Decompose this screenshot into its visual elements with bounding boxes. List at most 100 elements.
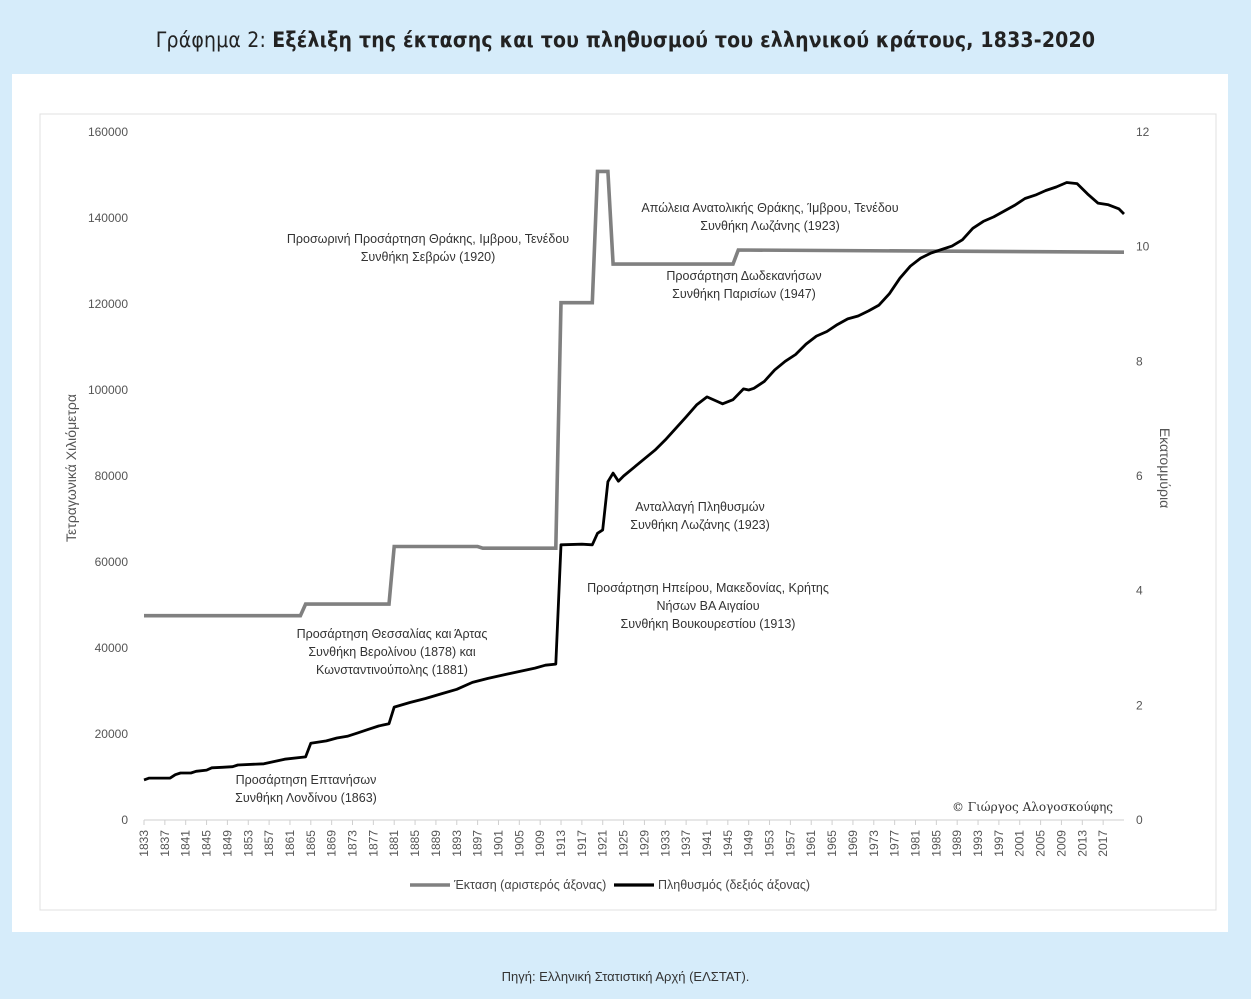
x-tick-label: 1953 — [763, 830, 777, 857]
annotation-line: Συνθήκη Λονδίνου (1863) — [235, 791, 377, 805]
x-tick-label: 1861 — [283, 830, 297, 857]
x-tick-label: 1969 — [846, 830, 860, 857]
annotation-line: Συνθήκη Λωζάνης (1923) — [630, 518, 770, 532]
chart-panel: 0 20000 40000 60000 80000 100000 120000 140000 1… — [12, 74, 1228, 932]
chart-title-prefix: Γράφημα 2: — [155, 28, 273, 52]
x-tick-label: 1997 — [992, 830, 1006, 857]
annotation-line: Απώλεια Ανατολικής Θράκης, Ίμβρου, Τενέδ… — [641, 201, 898, 215]
x-tick-label: 1925 — [617, 830, 631, 857]
annotation: Προσάρτηση Θεσσαλίας και Άρτας Συνθήκη Βε… — [297, 627, 488, 677]
y-right-tick-label: 2 — [1136, 698, 1143, 712]
x-tick-label: 1901 — [491, 830, 505, 857]
x-tick-label: 1865 — [304, 830, 318, 857]
x-tick-label: 1853 — [241, 830, 255, 857]
legend: Έκταση (αριστερός άξονας) Πληθυσμός (δεξ… — [410, 878, 810, 892]
x-tick-label: 1889 — [429, 830, 443, 857]
legend-label-area: Έκταση (αριστερός άξονας) — [453, 878, 606, 892]
x-tick-label: 1893 — [450, 830, 464, 857]
annotation: Απώλεια Ανατολικής Θράκης, Ίμβρου, Τενέδ… — [641, 201, 898, 233]
annotation-line: Κωνσταντινούπολης (1881) — [316, 663, 468, 677]
x-tick-label: 1845 — [200, 830, 214, 857]
copyright-note: © Γιώργος Αλογοσκούφης — [952, 800, 1113, 814]
y-right-tick-label: 0 — [1136, 813, 1143, 827]
chart-title: Γράφημα 2: Εξέλιξη της έκτασης και του π… — [0, 28, 1251, 52]
x-tick-label: 1989 — [950, 830, 964, 857]
plot-frame — [39, 113, 1217, 911]
x-tick-label: 1881 — [387, 830, 401, 857]
annotation-line: Συνθήκη Βερολίνου (1878) και — [308, 645, 476, 659]
y-right-tick-label: 6 — [1136, 469, 1143, 483]
y-left-tick-label: 0 — [121, 813, 128, 827]
y-right-tick-label: 8 — [1136, 354, 1143, 368]
x-tick-label: 1929 — [637, 830, 651, 857]
x-tick-label: 1909 — [533, 830, 547, 857]
y-left-tick-label: 120000 — [88, 297, 128, 311]
annotation-line: Συνθήκη Λωζάνης (1923) — [700, 219, 840, 233]
x-tick-label: 1849 — [220, 830, 234, 857]
y-right-tick-label: 4 — [1136, 584, 1143, 598]
annotation: Προσάρτηση Ηπείρου, Μακεδονίας, Κρήτης Νή… — [587, 581, 829, 631]
annotation: Ανταλλαγή Πληθυσμών Συνθήκη Λωζάνης (1923… — [630, 500, 770, 532]
x-tick-label: 1933 — [658, 830, 672, 857]
annotation-line: Συνθήκη Παρισίων (1947) — [672, 287, 816, 301]
x-tick-label: 2009 — [1054, 830, 1068, 857]
x-tick-label: 1977 — [888, 830, 902, 857]
y-left-tick-label: 40000 — [95, 641, 129, 655]
y-left-tick-label: 80000 — [95, 469, 129, 483]
x-tick-label: 1905 — [512, 830, 526, 857]
y-left-tick-label: 60000 — [95, 555, 129, 569]
x-tick-label: 1837 — [158, 830, 172, 857]
annotation-line: Προσάρτηση Επτανήσων — [236, 773, 377, 787]
x-tick-label: 1897 — [471, 830, 485, 857]
annotation-line: Προσωρινή Προσάρτηση Θράκης, Ιμβρου, Τεν… — [287, 232, 569, 246]
legend-label-population: Πληθυσμός (δεξιός άξονας) — [658, 878, 810, 892]
x-tick-label: 1873 — [346, 830, 360, 857]
x-tick-label: 1885 — [408, 830, 422, 857]
x-tick-label: 1981 — [908, 830, 922, 857]
x-tick-label: 1917 — [575, 830, 589, 857]
annotation-line: Συνθήκη Σεβρών (1920) — [361, 250, 496, 264]
x-tick-label: 1869 — [325, 830, 339, 857]
x-tick-label: 1841 — [179, 830, 193, 857]
y-left-tick-label: 100000 — [88, 383, 128, 397]
x-tick-label: 1913 — [554, 830, 568, 857]
source-note: Πηγή: Ελληνική Στατιστική Αρχή (ΕΛΣΤΑΤ). — [501, 969, 750, 984]
annotation-line: Συνθήκη Βουκουρεστίου (1913) — [621, 617, 796, 631]
x-tick-label: 1993 — [971, 830, 985, 857]
y-axis-right-title: Εκατομμύρια — [1157, 428, 1173, 508]
x-tick-label: 1921 — [596, 830, 610, 857]
x-tick-label: 1949 — [742, 830, 756, 857]
y-left-tick-label: 140000 — [88, 211, 128, 225]
x-tick-label: 1961 — [804, 830, 818, 857]
annotation-line: Ανταλλαγή Πληθυσμών — [635, 500, 765, 514]
x-tick-label: 1957 — [783, 830, 797, 857]
y-axis-left-title: Τετραγωνικά Χιλιόμετρα — [63, 394, 79, 542]
x-tick-label: 2001 — [1013, 830, 1027, 857]
annotation: Προσάρτηση Δωδεκανήσων Συνθήκη Παρισίων (… — [666, 269, 821, 301]
series-area-line — [144, 169, 1125, 618]
chart-title-main: Εξέλιξη της έκτασης και του πληθυσμού το… — [272, 28, 1096, 52]
x-tick-label: 1941 — [700, 830, 714, 857]
series-population-line — [143, 181, 1125, 782]
x-tick-label: 1937 — [679, 830, 693, 857]
x-tick-label: 1985 — [929, 830, 943, 857]
x-tick-label: 1833 — [137, 830, 151, 857]
x-tick-label: 2017 — [1096, 830, 1110, 857]
annotation: Προσωρινή Προσάρτηση Θράκης, Ιμβρου, Τεν… — [287, 232, 569, 264]
x-tick-label: 1965 — [825, 830, 839, 857]
x-tick-label: 1945 — [721, 830, 735, 857]
annotation-line: Προσάρτηση Θεσσαλίας και Άρτας — [297, 627, 488, 641]
annotation-line: Προσάρτηση Ηπείρου, Μακεδονίας, Κρήτης — [587, 581, 829, 595]
x-tick-label: 2013 — [1075, 830, 1089, 857]
annotation-line: Προσάρτηση Δωδεκανήσων — [666, 269, 821, 283]
x-tick-label: 1857 — [262, 830, 276, 857]
x-tick-label: 1877 — [366, 830, 380, 857]
x-tick-label: 1973 — [867, 830, 881, 857]
area-population-chart: 0 20000 40000 60000 80000 100000 120000 140000 1… — [39, 113, 1217, 911]
y-right-tick-label: 10 — [1136, 240, 1150, 254]
y-left-tick-label: 20000 — [95, 727, 129, 741]
annotation: Προσάρτηση Επτανήσων Συνθήκη Λονδίνου (18… — [235, 773, 377, 805]
x-tick-label: 2005 — [1034, 830, 1048, 857]
y-left-tick-label: 160000 — [88, 125, 128, 139]
annotation-line: Νήσων ΒΑ Αιγαίου — [656, 599, 759, 613]
